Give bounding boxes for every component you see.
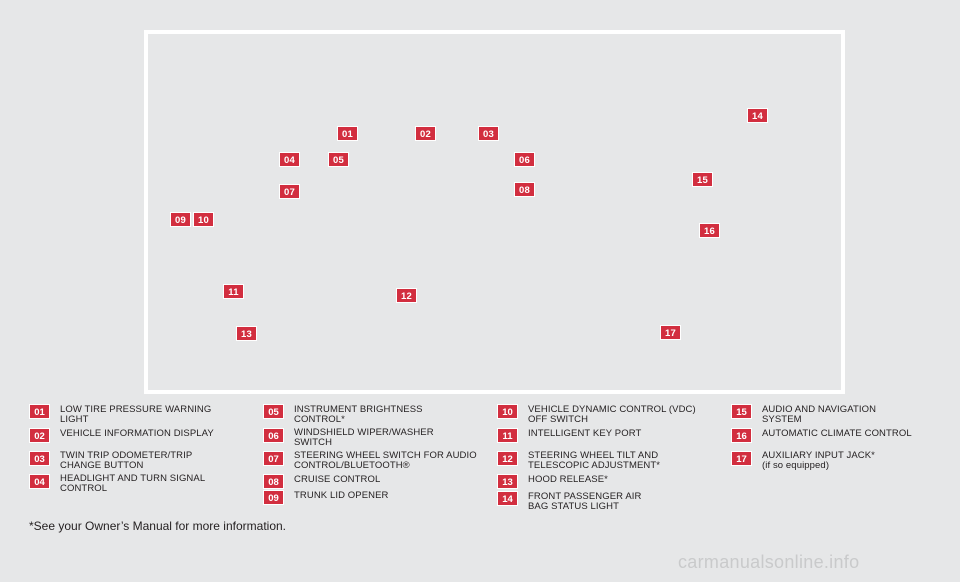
diagram-badge-05: 05	[328, 152, 349, 167]
diagram-badge-17: 17	[660, 325, 681, 340]
legend-badge-10: 10	[497, 404, 518, 419]
diagram-badge-07: 07	[279, 184, 300, 199]
legend-badge-02: 02	[29, 428, 50, 443]
legend-text-05: INSTRUMENT BRIGHTNESS CONTROL*	[294, 404, 423, 425]
diagram-badge-09: 09	[170, 212, 191, 227]
legend-text-08: CRUISE CONTROL	[294, 474, 381, 485]
diagram-badge-11: 11	[223, 284, 244, 299]
diagram-badge-10: 10	[193, 212, 214, 227]
legend-badge-17: 17	[731, 451, 752, 466]
legend-badge-16: 16	[731, 428, 752, 443]
legend-text-14: FRONT PASSENGER AIR BAG STATUS LIGHT	[528, 491, 642, 512]
legend-text-13: HOOD RELEASE*	[528, 474, 608, 485]
site-watermark: carmanualsonline.info	[678, 552, 860, 572]
legend-badge-08: 08	[263, 474, 284, 489]
legend-text-16: AUTOMATIC CLIMATE CONTROL	[762, 428, 912, 439]
legend-text-15: AUDIO AND NAVIGATION SYSTEM	[762, 404, 877, 425]
diagram-badge-06: 06	[514, 152, 535, 167]
legend-text-09: TRUNK LID OPENER	[294, 490, 389, 501]
diagram-badge-04: 04	[279, 152, 300, 167]
legend-badge-14: 14	[497, 491, 518, 506]
diagram-badge-13: 13	[236, 326, 257, 341]
legend-badge-03: 03	[29, 451, 50, 466]
legend-badge-06: 06	[263, 428, 284, 443]
legend-text-11: INTELLIGENT KEY PORT	[528, 428, 642, 439]
legend-badge-12: 12	[497, 451, 518, 466]
legend-text-17: AUXILIARY INPUT JACK* (if so equipped)	[762, 450, 875, 471]
legend-text-04: HEADLIGHT AND TURN SIGNAL CONTROL	[60, 473, 206, 494]
diagram-badge-03: 03	[478, 126, 499, 141]
diagram-badge-12: 12	[396, 288, 417, 303]
legend-badge-15: 15	[731, 404, 752, 419]
legend-text-02: VEHICLE INFORMATION DISPLAY	[60, 428, 214, 439]
legend-badge-13: 13	[497, 474, 518, 489]
legend-text-10: VEHICLE DYNAMIC CONTROL (VDC) OFF SWITCH	[528, 404, 696, 425]
legend-badge-01: 01	[29, 404, 50, 419]
legend-badge-04: 04	[29, 474, 50, 489]
legend-text-07: STEERING WHEEL SWITCH FOR AUDIO CONTROL/…	[294, 450, 477, 471]
diagram-badge-01: 01	[337, 126, 358, 141]
legend-badge-09: 09	[263, 490, 284, 505]
diagram-badge-02: 02	[415, 126, 436, 141]
legend-text-06: WINDSHIELD WIPER/WASHER SWITCH	[294, 427, 434, 448]
legend-text-03: TWIN TRIP ODOMETER/TRIP CHANGE BUTTON	[60, 450, 193, 471]
legend-badge-07: 07	[263, 451, 284, 466]
owners-manual-footnote: *See your Owner’s Manual for more inform…	[29, 519, 287, 533]
legend-text-12: STEERING WHEEL TILT AND TELESCOPIC ADJUS…	[528, 450, 661, 471]
diagram-badge-08: 08	[514, 182, 535, 197]
dashboard-diagram-frame	[144, 30, 845, 394]
legend-badge-11: 11	[497, 428, 518, 443]
diagram-badge-16: 16	[699, 223, 720, 238]
diagram-badge-14: 14	[747, 108, 768, 123]
legend-badge-05: 05	[263, 404, 284, 419]
diagram-badge-15: 15	[692, 172, 713, 187]
legend-text-01: LOW TIRE PRESSURE WARNING LIGHT	[60, 404, 212, 425]
